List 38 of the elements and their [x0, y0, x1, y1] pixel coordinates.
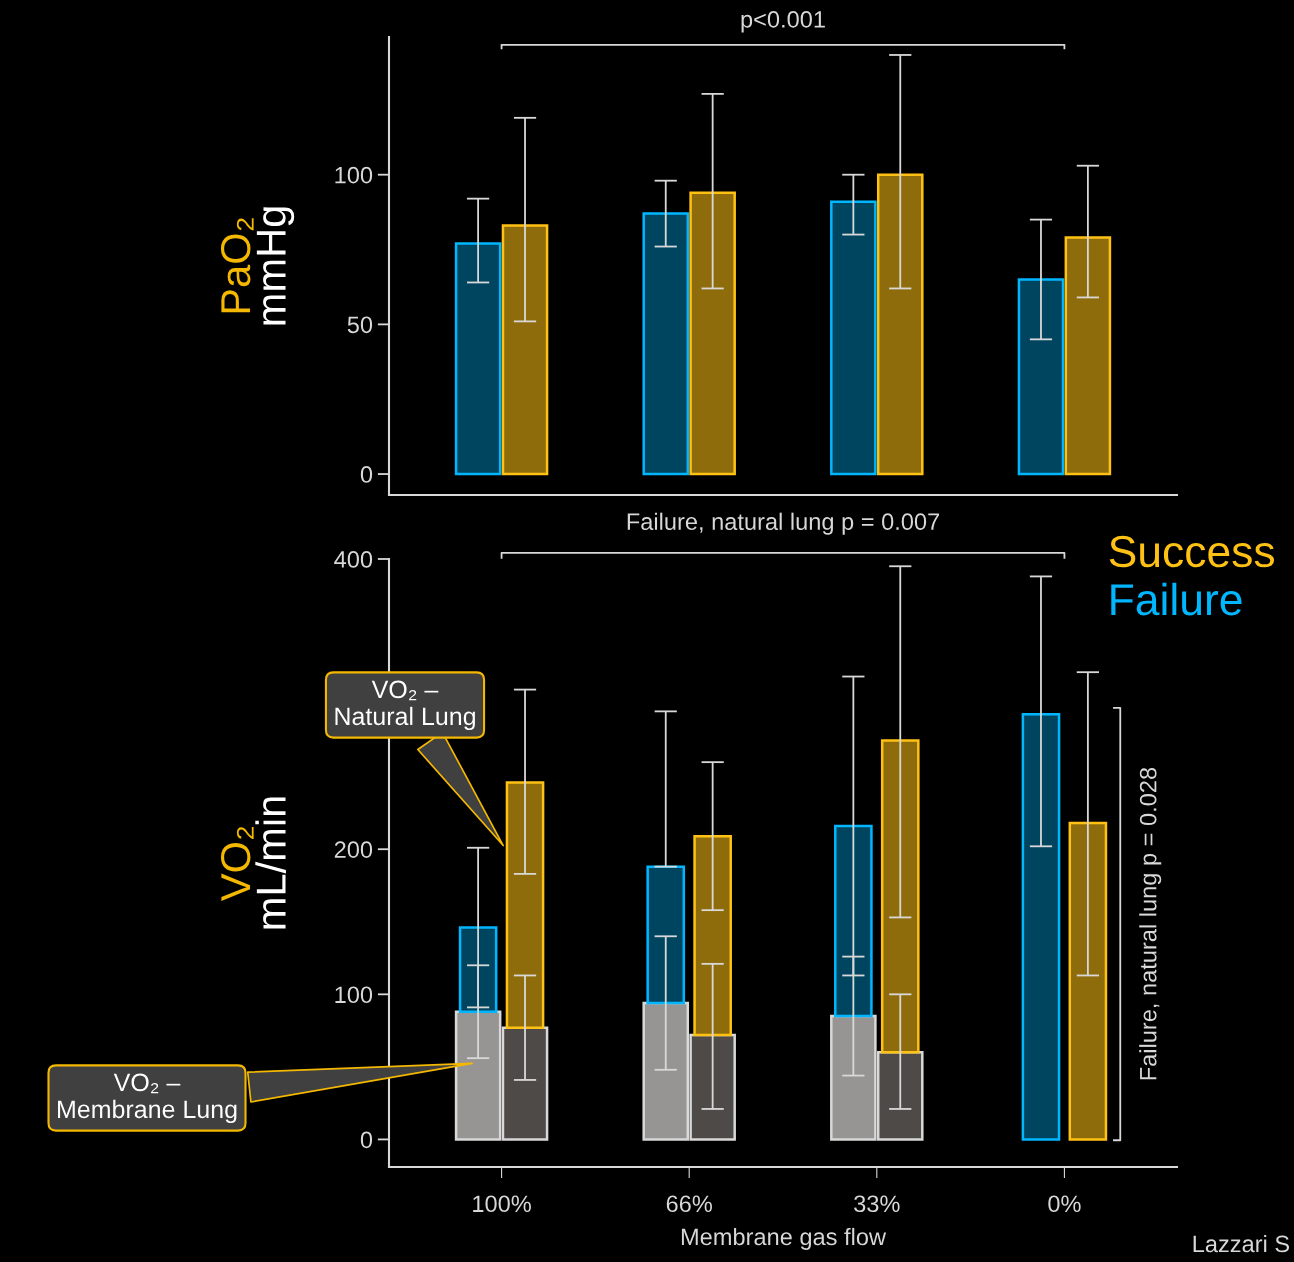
y-axis-title: VO₂ mL/min	[220, 797, 286, 929]
bar	[830, 200, 877, 476]
text: VO₂ – Membrane Lung	[58, 1073, 237, 1124]
bar	[1064, 236, 1112, 476]
bar	[642, 212, 690, 476]
bar	[876, 173, 924, 476]
annotation: Failure, natural lung p = 0.028	[1139, 767, 1162, 1080]
bar	[454, 242, 502, 476]
bar	[501, 224, 549, 476]
bar	[458, 926, 498, 1013]
y-tick-label: 0	[360, 466, 373, 483]
bar	[1021, 713, 1061, 1141]
bar	[646, 865, 686, 1005]
x-tick-label: 100%	[473, 1195, 531, 1213]
y-tick-label: 0	[360, 1131, 373, 1149]
y-tick-label: 50	[347, 316, 373, 334]
x-axis-title: Membrane gas flow	[681, 1227, 887, 1250]
bar	[1068, 821, 1108, 1141]
y-tick-label: 100	[335, 986, 373, 1004]
annotation: VO₂ – Natural Lung	[335, 680, 475, 731]
y-axis-title: PaO₂ mmHg	[220, 207, 295, 325]
y-tick-label: 200	[334, 841, 373, 858]
y-tick-label: 100	[335, 166, 373, 184]
text: Success	[1109, 535, 1275, 568]
bar	[689, 191, 736, 476]
bar	[880, 739, 920, 1054]
bar	[693, 834, 732, 1037]
x-tick-label: 0%	[1048, 1195, 1081, 1213]
text: p<0.001	[741, 11, 825, 33]
bar	[505, 781, 545, 1029]
bar	[834, 824, 873, 1018]
text: Failure, natural lung p = 0.007	[627, 512, 940, 535]
bar	[1017, 278, 1065, 476]
y-tick-label: 400	[334, 551, 373, 568]
x-tick-label: 33%	[854, 1195, 900, 1213]
x-tick-label: 66%	[666, 1195, 712, 1213]
text: Failure	[1111, 582, 1242, 616]
text: Lazzari S	[1193, 1234, 1290, 1253]
